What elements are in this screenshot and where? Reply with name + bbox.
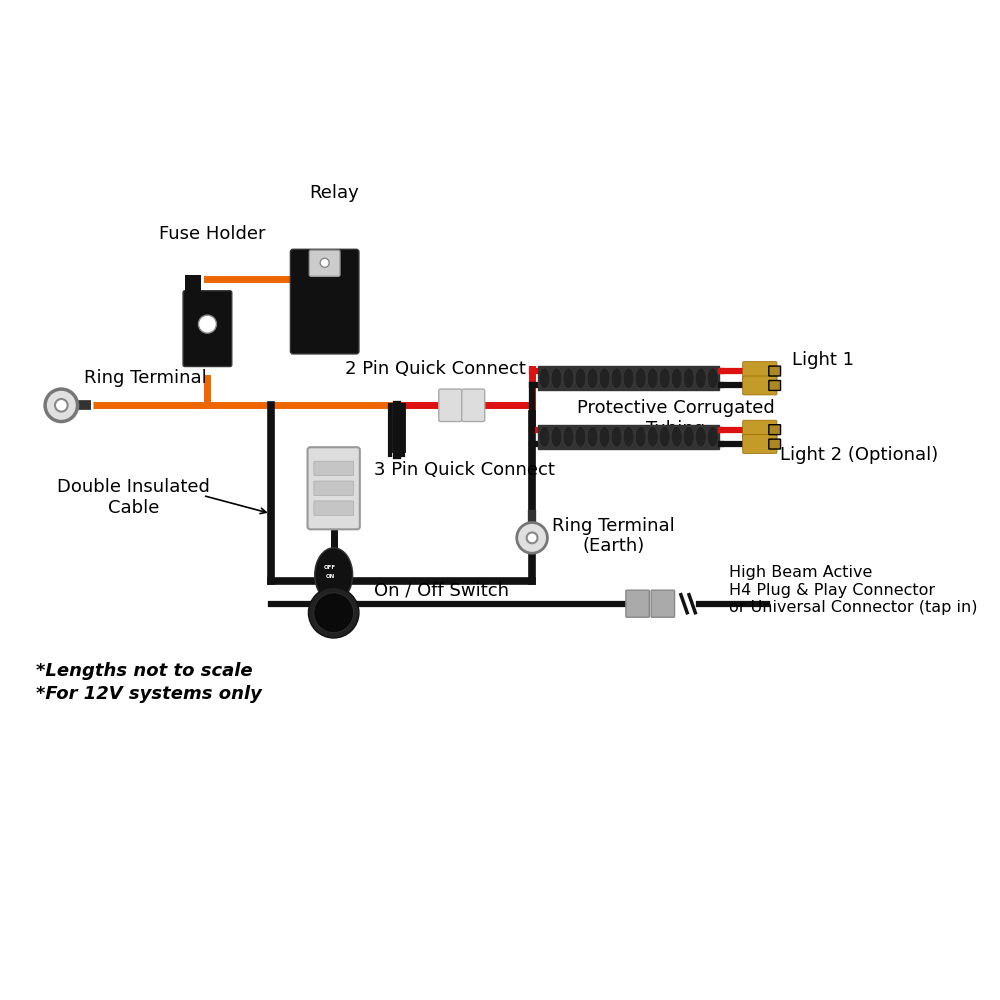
Ellipse shape bbox=[563, 427, 574, 447]
Ellipse shape bbox=[659, 368, 670, 389]
Ellipse shape bbox=[635, 427, 646, 447]
FancyBboxPatch shape bbox=[743, 362, 777, 381]
FancyBboxPatch shape bbox=[314, 481, 354, 495]
Ellipse shape bbox=[683, 427, 694, 447]
Circle shape bbox=[55, 399, 68, 412]
FancyBboxPatch shape bbox=[439, 389, 462, 422]
FancyBboxPatch shape bbox=[314, 501, 354, 515]
FancyBboxPatch shape bbox=[290, 249, 359, 354]
Ellipse shape bbox=[587, 427, 598, 447]
Text: On / Off Switch: On / Off Switch bbox=[374, 581, 509, 599]
FancyBboxPatch shape bbox=[626, 590, 649, 617]
FancyBboxPatch shape bbox=[183, 291, 232, 367]
FancyBboxPatch shape bbox=[769, 381, 781, 390]
Ellipse shape bbox=[315, 548, 353, 602]
FancyBboxPatch shape bbox=[308, 447, 360, 529]
Ellipse shape bbox=[611, 427, 622, 447]
Circle shape bbox=[314, 593, 354, 633]
Text: Double Insulated
Cable: Double Insulated Cable bbox=[57, 478, 210, 517]
FancyBboxPatch shape bbox=[769, 425, 781, 435]
Ellipse shape bbox=[695, 368, 706, 389]
Text: *For 12V systems only: *For 12V systems only bbox=[36, 685, 262, 703]
Ellipse shape bbox=[575, 427, 586, 447]
Text: 3 Pin Quick Connect: 3 Pin Quick Connect bbox=[374, 461, 555, 479]
Bar bbox=[538, 425, 719, 449]
Text: Light 2 (Optional): Light 2 (Optional) bbox=[780, 446, 938, 464]
Ellipse shape bbox=[623, 368, 634, 389]
Ellipse shape bbox=[611, 368, 622, 389]
Ellipse shape bbox=[647, 368, 658, 389]
Ellipse shape bbox=[551, 427, 562, 447]
Ellipse shape bbox=[671, 368, 682, 389]
Bar bbox=[538, 366, 719, 390]
Ellipse shape bbox=[539, 368, 550, 389]
FancyBboxPatch shape bbox=[769, 439, 781, 449]
Text: Ring Terminal: Ring Terminal bbox=[84, 369, 207, 387]
Ellipse shape bbox=[551, 368, 562, 389]
Text: *Lengths not to scale: *Lengths not to scale bbox=[36, 662, 253, 680]
Text: 2 Pin Quick Connect: 2 Pin Quick Connect bbox=[345, 360, 526, 378]
Circle shape bbox=[527, 532, 537, 543]
Text: Protective Corrugated
Tubing: Protective Corrugated Tubing bbox=[577, 399, 775, 438]
FancyBboxPatch shape bbox=[743, 435, 777, 454]
Text: High Beam Active
H4 Plug & Play Connector
or Universal Connector (tap in): High Beam Active H4 Plug & Play Connecto… bbox=[729, 565, 977, 615]
Ellipse shape bbox=[587, 368, 598, 389]
Ellipse shape bbox=[575, 368, 586, 389]
FancyBboxPatch shape bbox=[309, 250, 340, 276]
Text: Light 1: Light 1 bbox=[792, 351, 854, 369]
Ellipse shape bbox=[623, 427, 634, 447]
Ellipse shape bbox=[671, 427, 682, 447]
Ellipse shape bbox=[707, 368, 718, 389]
FancyBboxPatch shape bbox=[651, 590, 675, 617]
Ellipse shape bbox=[683, 368, 694, 389]
Ellipse shape bbox=[659, 427, 670, 447]
FancyBboxPatch shape bbox=[769, 366, 781, 376]
Ellipse shape bbox=[707, 427, 718, 447]
Circle shape bbox=[517, 523, 547, 553]
Text: OFF: OFF bbox=[324, 565, 336, 570]
Circle shape bbox=[45, 389, 78, 422]
Text: Fuse Holder: Fuse Holder bbox=[159, 225, 265, 243]
Circle shape bbox=[198, 315, 216, 333]
Circle shape bbox=[308, 587, 359, 638]
Text: Ring Terminal
(Earth): Ring Terminal (Earth) bbox=[552, 517, 675, 555]
Ellipse shape bbox=[539, 427, 550, 447]
FancyBboxPatch shape bbox=[314, 461, 354, 476]
Text: ON: ON bbox=[325, 574, 335, 579]
Circle shape bbox=[320, 258, 329, 267]
Ellipse shape bbox=[647, 427, 658, 447]
FancyBboxPatch shape bbox=[462, 389, 485, 422]
Ellipse shape bbox=[599, 368, 610, 389]
Polygon shape bbox=[185, 275, 201, 293]
Ellipse shape bbox=[599, 427, 610, 447]
FancyBboxPatch shape bbox=[743, 376, 777, 395]
FancyBboxPatch shape bbox=[743, 420, 777, 439]
Ellipse shape bbox=[635, 368, 646, 389]
Ellipse shape bbox=[563, 368, 574, 389]
Text: Relay: Relay bbox=[309, 184, 359, 202]
Ellipse shape bbox=[695, 427, 706, 447]
